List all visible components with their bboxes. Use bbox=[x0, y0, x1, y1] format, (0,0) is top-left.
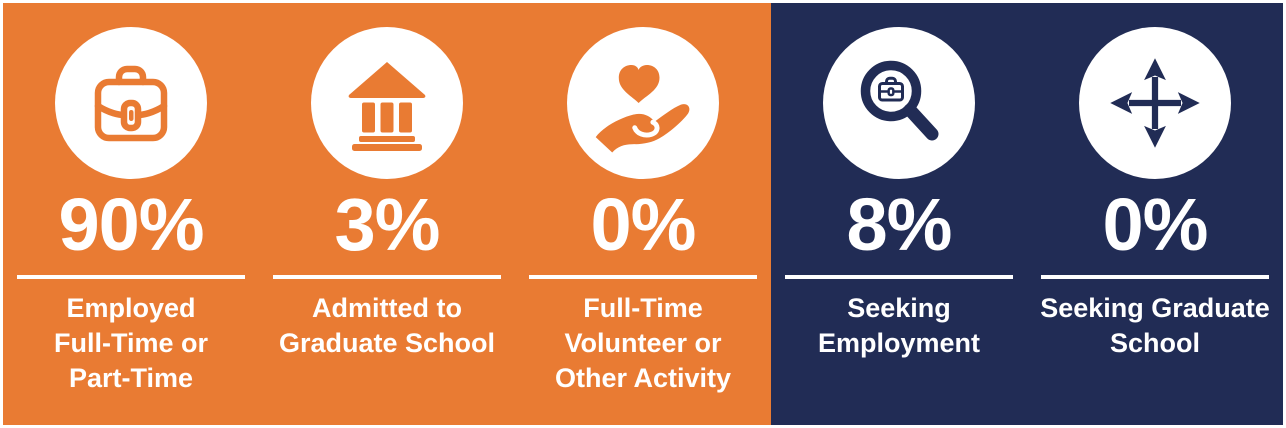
divider-line bbox=[1041, 275, 1269, 279]
graduate-school-building-icon bbox=[348, 62, 426, 151]
icon-circle bbox=[1079, 27, 1231, 179]
percent-value: 3% bbox=[334, 183, 441, 266]
outcome-label: Seeking Graduate School bbox=[1040, 293, 1270, 358]
divider-line bbox=[17, 275, 245, 279]
column-volunteer-other: 0% Full-Time Volunteer or Other Activity bbox=[515, 3, 771, 425]
column-employed: 90% Employed Full-Time or Part-Time bbox=[3, 3, 259, 425]
divider-line bbox=[785, 275, 1013, 279]
outcome-label: Admitted to Graduate School bbox=[278, 293, 496, 358]
column-admitted-grad-school: 3% Admitted to Graduate School bbox=[259, 3, 515, 425]
four-direction-arrows-icon bbox=[1110, 58, 1200, 148]
briefcase-icon bbox=[94, 65, 168, 142]
job-search-magnifier-icon bbox=[860, 60, 939, 141]
icon-circle bbox=[311, 27, 463, 179]
column-seeking-grad-school: 0% Seeking Graduate School bbox=[1027, 3, 1283, 425]
outcome-label: Employed Full-Time or Part-Time bbox=[53, 293, 208, 393]
percent-value: 8% bbox=[846, 183, 953, 266]
hand-holding-heart-icon bbox=[595, 65, 690, 153]
divider-line bbox=[273, 275, 501, 279]
percent-value: 90% bbox=[58, 183, 204, 266]
percent-value: 0% bbox=[590, 183, 697, 266]
outcome-label: Seeking Employment bbox=[817, 293, 981, 358]
icon-circle bbox=[55, 27, 207, 179]
outcome-label: Full-Time Volunteer or Other Activity bbox=[554, 293, 732, 393]
icon-circle bbox=[823, 27, 975, 179]
column-seeking-employment: 8% Seeking Employment bbox=[771, 3, 1027, 425]
icon-circle bbox=[567, 27, 719, 179]
percent-value: 0% bbox=[1102, 183, 1209, 266]
divider-line bbox=[529, 275, 757, 279]
